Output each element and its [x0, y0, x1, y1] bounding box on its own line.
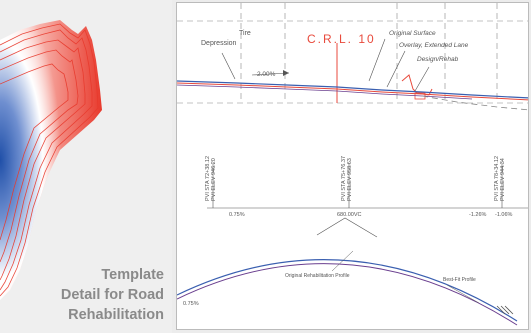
caption-line-1: Template [101, 267, 164, 283]
heatmap-panel: Template Detail for Road Rehabilitation [0, 0, 172, 333]
bottom-left-grade: 0.75% [183, 301, 199, 307]
surface-heatmap-image [0, 20, 102, 300]
vertical-profile: PVI STA 72+38.12 PVI ELEV 946.20 PVI STA… [177, 156, 528, 326]
drawing-svg: Tire Depression C.R.L. 10 Original Surfa… [177, 3, 528, 326]
overlay-label: Overlay, Extended Lane [399, 42, 469, 49]
grade-left-label: 0.75% [229, 212, 245, 218]
pvi-left-elev: PVI ELEV 946.20 [211, 158, 217, 201]
tire-label-2: Depression [201, 40, 237, 47]
best-fit-label: Best-Fit Profile [443, 277, 476, 283]
caption-line-3: Rehabilitation [68, 307, 164, 323]
slope-label: 2.00% [257, 71, 276, 78]
road-profile-drawing: Tire Depression C.R.L. 10 Original Surfa… [176, 2, 529, 330]
grade-right-1-label: -1.26% [469, 212, 487, 218]
design-rehab-label: Design/Rehab [417, 56, 459, 63]
caption-line-2: Detail for Road [60, 287, 164, 303]
tire-label-1: Tire [239, 30, 251, 37]
pvi-right-elev: PVI ELEV 944.34 [500, 158, 506, 201]
vc-length-label: 680.00VC [337, 212, 361, 218]
pvi-mid-sta: PVI STA 75+76.37 [341, 156, 347, 201]
grade-right-2-label: -1.06% [495, 212, 513, 218]
pvi-right-sta: PVI STA 78+34.12 [494, 156, 500, 201]
orig-rehab-label: Original Rehabilitation Profile [285, 273, 350, 279]
crl-label: C.R.L. 10 [307, 32, 376, 46]
pvi-mid-elev: PVI ELEV 958.63 [347, 158, 353, 201]
pvi-left-sta: PVI STA 72+38.12 [205, 156, 211, 201]
original-surface-label: Original Surface [389, 30, 436, 37]
cross-section: Tire Depression C.R.L. 10 Original Surfa… [177, 3, 528, 111]
panel-caption: Template Detail for Road Rehabilitation [61, 265, 164, 325]
